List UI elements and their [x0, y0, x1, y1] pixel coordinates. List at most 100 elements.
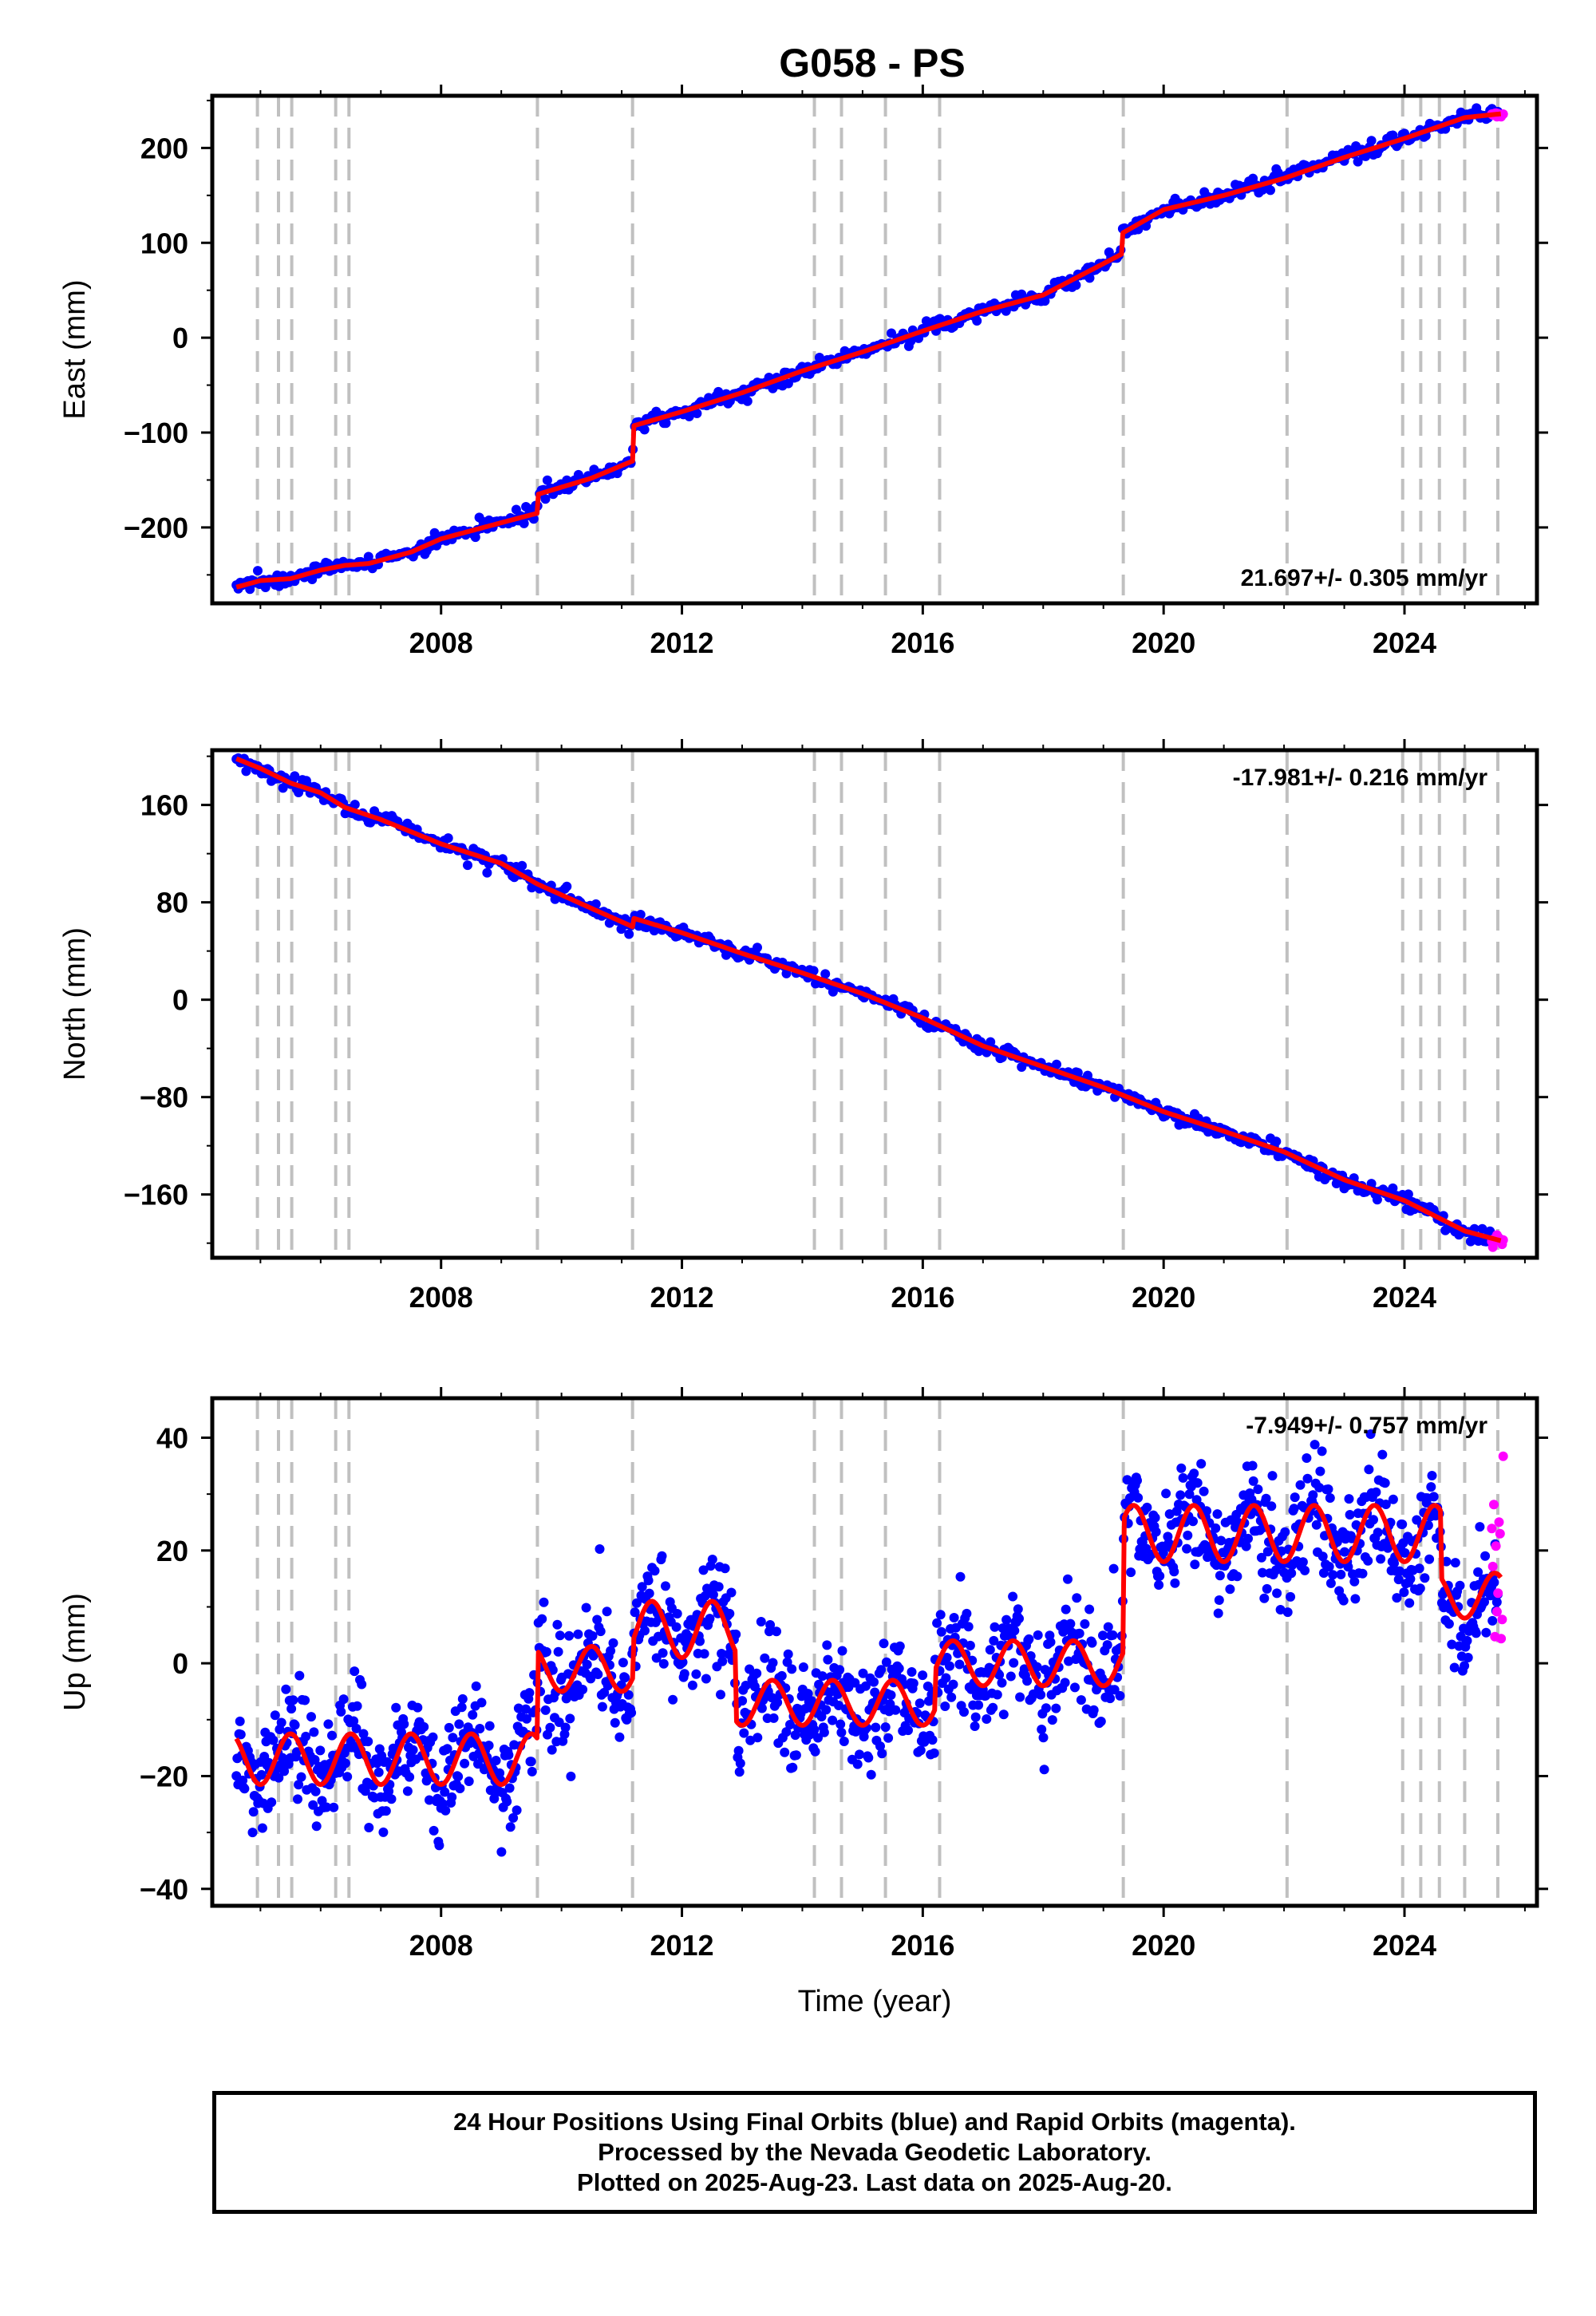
data-point	[1423, 1520, 1433, 1531]
data-point	[1074, 1628, 1084, 1638]
data-point	[286, 1704, 297, 1714]
final-orbit-points	[231, 1429, 1503, 1857]
data-point	[974, 1700, 984, 1710]
data-point	[1414, 1563, 1424, 1574]
data-point	[253, 566, 263, 576]
data-point	[373, 1767, 384, 1777]
data-point	[555, 1630, 565, 1641]
data-point	[941, 1673, 951, 1683]
data-point	[692, 409, 702, 418]
data-point	[839, 1737, 849, 1746]
data-point	[591, 899, 601, 909]
data-point	[562, 881, 572, 891]
x-tick-label: 2020	[1132, 626, 1195, 659]
data-point	[442, 1744, 452, 1754]
data-point	[256, 1769, 267, 1780]
data-point	[357, 1679, 367, 1690]
data-point	[539, 1597, 549, 1607]
data-point	[725, 1608, 735, 1618]
data-point	[496, 1847, 507, 1857]
data-point-rapid	[1496, 1634, 1507, 1644]
data-point	[1318, 1568, 1329, 1578]
data-point	[1405, 1574, 1416, 1584]
data-point	[1282, 1607, 1293, 1618]
data-point	[1491, 1597, 1502, 1607]
panel-east: −200 −100 0 100 200 2008 2012 2016 2020 2024 East …	[58, 85, 1548, 659]
data-point	[1008, 1591, 1018, 1602]
data-point	[1363, 1555, 1373, 1566]
data-point	[235, 1716, 245, 1726]
data-point	[1308, 1490, 1318, 1500]
data-point	[455, 1784, 465, 1793]
data-point	[238, 1775, 248, 1785]
data-point	[713, 1582, 724, 1592]
data-point	[785, 1720, 795, 1729]
data-point	[434, 1840, 444, 1851]
data-point	[1317, 1551, 1328, 1562]
data-point	[476, 1697, 487, 1708]
data-point	[1047, 1715, 1057, 1725]
data-point	[1286, 1591, 1296, 1602]
data-point	[1073, 1068, 1083, 1078]
data-point	[1088, 1705, 1099, 1715]
data-point-rapid	[1497, 1614, 1507, 1625]
data-point	[1248, 1476, 1258, 1486]
data-point	[970, 1721, 980, 1731]
data-point	[742, 396, 753, 406]
data-point	[644, 1588, 654, 1599]
data-point	[1063, 1574, 1073, 1584]
data-point	[482, 868, 492, 878]
data-point	[1371, 1487, 1381, 1497]
data-point	[1115, 1690, 1125, 1701]
data-point	[291, 1747, 302, 1757]
data-point	[1211, 1523, 1221, 1533]
data-point	[1428, 1492, 1439, 1502]
data-point	[814, 1679, 824, 1690]
data-point	[1364, 1464, 1374, 1475]
data-point	[277, 1753, 287, 1763]
data-point	[552, 1619, 563, 1630]
data-point	[1202, 1506, 1211, 1516]
data-point	[1365, 1429, 1376, 1439]
data-point	[1102, 1640, 1112, 1650]
data-point	[1142, 1502, 1152, 1512]
data-point	[875, 1741, 885, 1751]
data-point	[700, 1591, 710, 1601]
data-point	[753, 943, 762, 953]
data-point	[288, 1695, 298, 1705]
data-point	[1061, 1604, 1071, 1614]
data-point	[626, 1708, 637, 1718]
data-point	[239, 1784, 250, 1794]
data-point-rapid	[1491, 1541, 1501, 1551]
data-point	[1108, 1630, 1118, 1640]
x-axis-label: Time (year)	[798, 1985, 952, 2018]
data-point	[540, 1705, 551, 1715]
data-point	[323, 1719, 334, 1729]
data-point	[505, 1822, 516, 1832]
data-point	[1164, 1509, 1175, 1520]
data-point	[837, 1646, 847, 1656]
x-tick-label: 2020	[1132, 1929, 1195, 1962]
data-point	[1060, 1678, 1070, 1688]
data-point	[1460, 1661, 1470, 1671]
data-point-rapid	[1495, 1528, 1505, 1539]
data-point	[276, 1717, 286, 1728]
data-point	[620, 1673, 630, 1683]
data-point	[1052, 1059, 1061, 1069]
data-point	[823, 1654, 833, 1665]
data-point	[1447, 1639, 1457, 1650]
data-point	[1256, 1552, 1266, 1563]
data-point	[705, 1614, 715, 1624]
data-point	[835, 1665, 845, 1675]
data-point	[1426, 1482, 1436, 1492]
data-point	[963, 1622, 974, 1632]
data-point	[1441, 1556, 1452, 1567]
data-point	[765, 1620, 776, 1630]
data-point	[791, 1750, 801, 1761]
data-point	[918, 1670, 928, 1681]
data-point-rapid	[1487, 1561, 1498, 1571]
y-axis-label: Up (mm)	[58, 1593, 92, 1711]
data-point	[1489, 1577, 1499, 1587]
data-point	[268, 1735, 279, 1745]
data-point	[1083, 1070, 1092, 1081]
